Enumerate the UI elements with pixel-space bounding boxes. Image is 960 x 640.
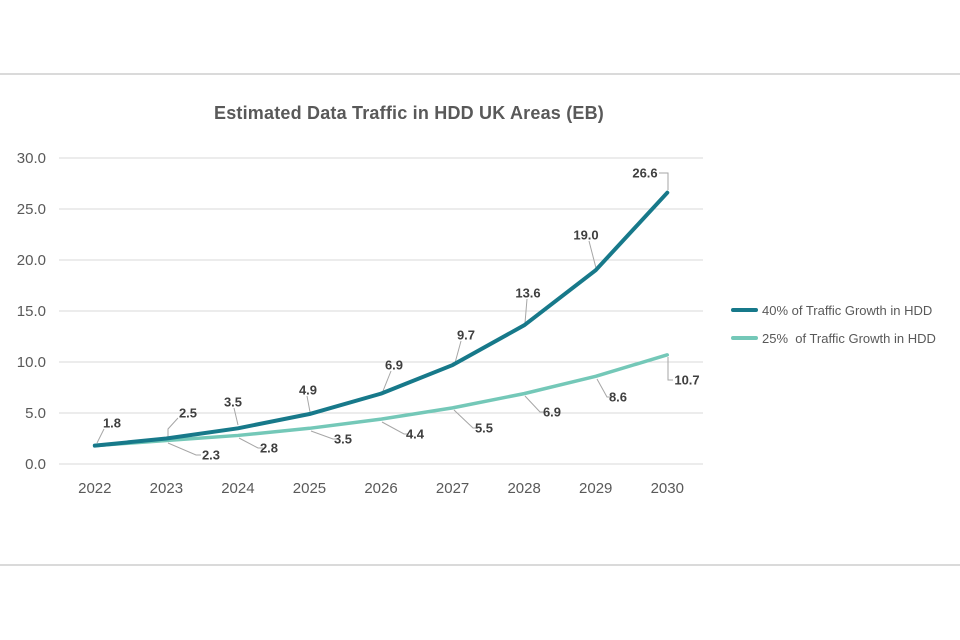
y-tick-label: 30.0 <box>17 150 46 167</box>
data-label: 19.0 <box>573 228 598 243</box>
data-label-leader-line <box>167 417 179 437</box>
legend-item-25pct: 25% of Traffic Growth in HDD <box>731 324 936 352</box>
y-tick-label: 0.0 <box>25 456 46 473</box>
data-label: 2.3 <box>202 448 220 463</box>
data-label-leader-line <box>167 442 201 456</box>
data-label: 6.9 <box>543 405 561 420</box>
legend-swatch-40pct-icon <box>731 308 758 312</box>
y-tick-label: 25.0 <box>17 201 46 218</box>
x-tick-label: 2023 <box>150 480 183 497</box>
data-label: 6.9 <box>385 358 403 373</box>
data-label-leader-line <box>381 421 409 435</box>
y-tick-label: 15.0 <box>17 303 46 320</box>
x-tick-label: 2028 <box>507 480 540 497</box>
x-tick-label: 2024 <box>221 480 254 497</box>
data-label-leader-line <box>524 395 545 413</box>
x-tick-label: 2029 <box>579 480 612 497</box>
data-label: 8.6 <box>609 390 627 405</box>
x-tick-label: 2027 <box>436 480 469 497</box>
legend-label-25pct: 25% of Traffic Growth in HDD <box>762 330 936 346</box>
data-label-leader-line <box>310 430 338 440</box>
bottom-divider <box>0 564 960 566</box>
data-label: 5.5 <box>475 421 493 436</box>
y-tick-label: 5.0 <box>25 405 46 422</box>
data-label: 26.6 <box>632 166 657 181</box>
data-label-leader-line <box>659 172 669 190</box>
data-label: 2.8 <box>260 441 278 456</box>
data-label-leader-line <box>306 395 311 413</box>
chart-title: Estimated Data Traffic in HDD UK Areas (… <box>213 103 605 123</box>
data-label-leader-line <box>524 298 528 324</box>
data-label-leader-line <box>454 340 462 364</box>
data-label: 10.7 <box>674 373 699 388</box>
legend-item-40pct: 40% of Traffic Growth in HDD <box>731 296 936 324</box>
data-label-leader-line <box>96 428 105 444</box>
data-label-leader-line <box>453 409 478 429</box>
data-label-leader-line <box>596 378 612 398</box>
legend-swatch-25pct-icon <box>731 336 758 340</box>
data-label: 3.5 <box>334 432 352 447</box>
data-label: 9.7 <box>457 328 475 343</box>
data-label: 3.5 <box>224 395 242 410</box>
chart-legend: 40% of Traffic Growth in HDD 25% of Traf… <box>731 296 936 352</box>
data-label: 1.8 <box>103 416 121 431</box>
data-label: 2.5 <box>179 406 197 421</box>
data-label-leader-line <box>238 437 263 449</box>
series-line-40pct <box>92 190 670 448</box>
data-label: 13.6 <box>515 286 540 301</box>
x-tick-label: 2026 <box>364 480 397 497</box>
series-line-25pct <box>93 353 670 448</box>
x-tick-label: 2022 <box>78 480 111 497</box>
x-tick-label: 2025 <box>293 480 326 497</box>
data-label-leader-line <box>382 370 392 392</box>
data-label-leader-line <box>667 357 673 381</box>
data-label-leader-line <box>588 240 597 269</box>
y-tick-label: 10.0 <box>17 354 46 371</box>
y-tick-label: 20.0 <box>17 252 46 269</box>
data-label: 4.4 <box>406 427 425 442</box>
data-label: 4.9 <box>299 383 317 398</box>
legend-label-40pct: 40% of Traffic Growth in HDD <box>762 302 933 318</box>
top-divider <box>0 73 960 75</box>
x-tick-label: 2030 <box>651 480 684 497</box>
data-label-leader-line <box>233 407 239 426</box>
